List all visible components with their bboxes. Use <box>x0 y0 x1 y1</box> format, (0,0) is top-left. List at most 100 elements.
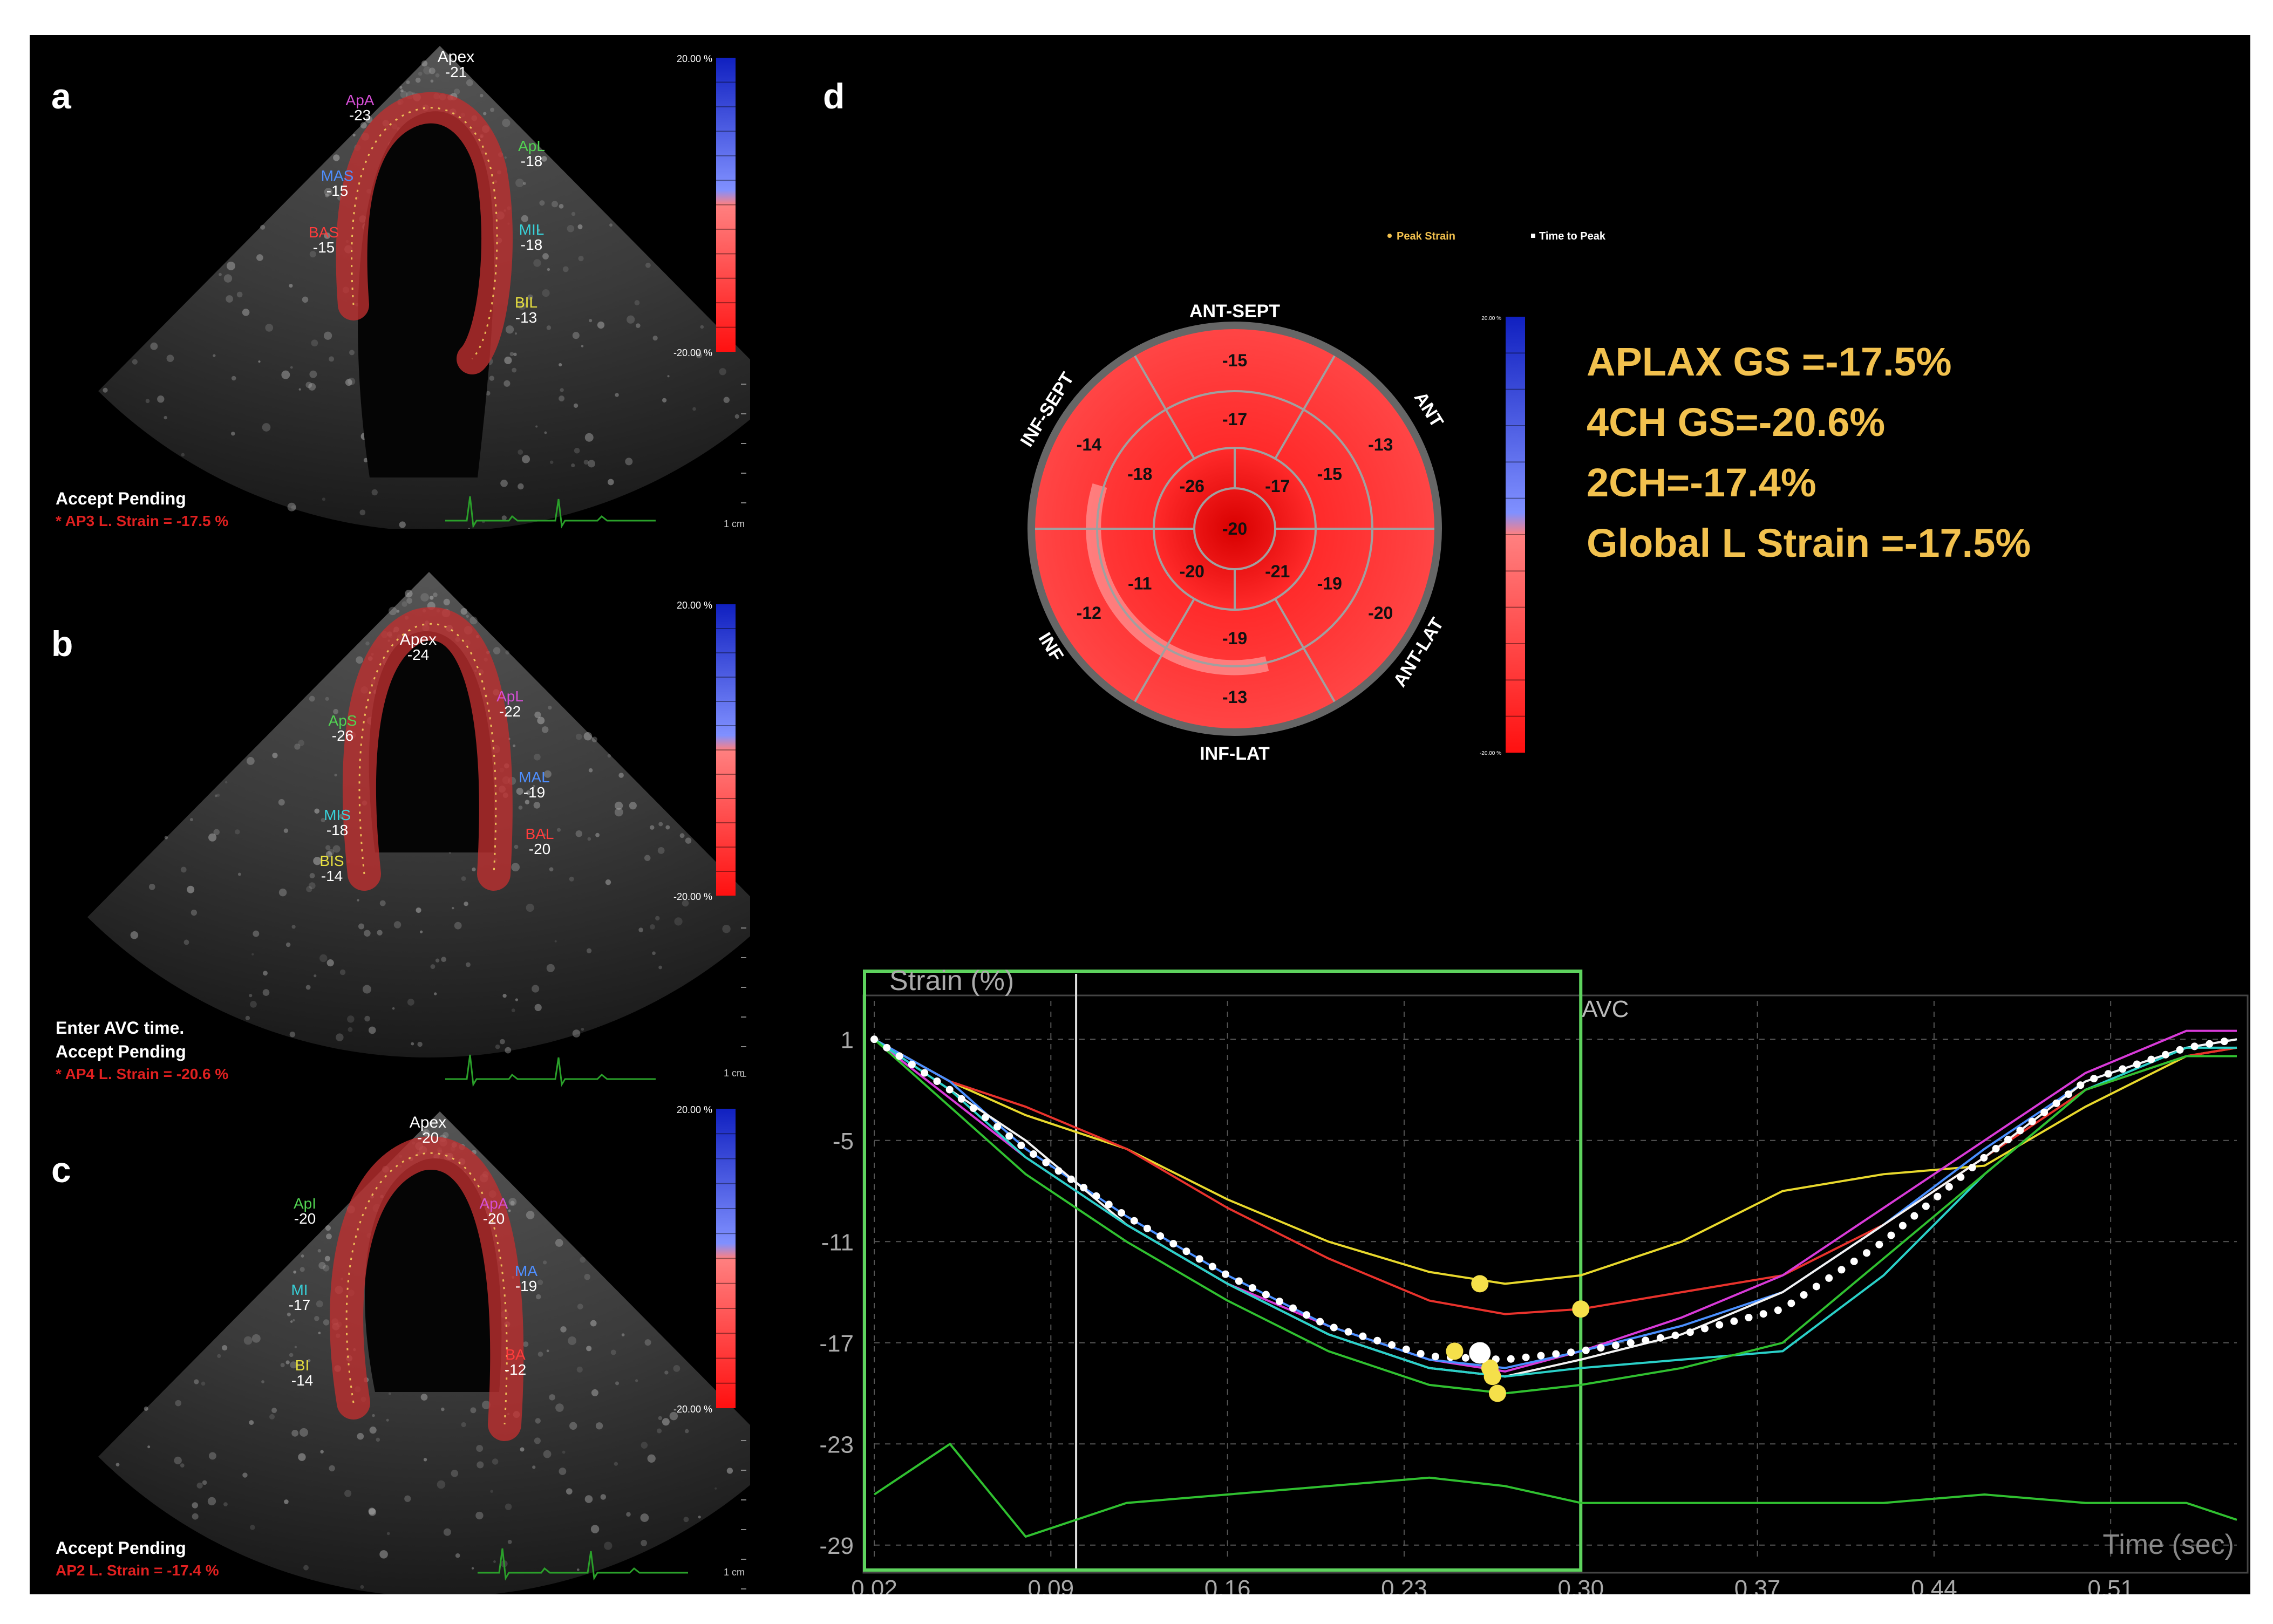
speckle <box>547 325 551 330</box>
segment-value: -19 <box>515 1278 537 1294</box>
speckle <box>431 964 435 969</box>
speckle <box>420 593 429 602</box>
speckle <box>560 1326 566 1332</box>
instruction-text: Enter AVC time. <box>56 1018 184 1038</box>
speckle <box>327 959 334 966</box>
y-tick-label: -29 <box>819 1533 854 1559</box>
speckle <box>406 598 412 604</box>
segment-name: BIS <box>319 852 344 869</box>
segment-value: -18 <box>521 153 542 169</box>
speckle <box>306 985 311 990</box>
speckle <box>502 515 507 520</box>
speckle <box>364 1016 370 1022</box>
speckle <box>477 1462 484 1469</box>
speckle <box>325 845 330 850</box>
speckle <box>662 398 666 402</box>
speckle <box>174 1457 181 1464</box>
bullseye-scale-bottom: -20.00 % <box>1480 750 1501 756</box>
speckle <box>608 479 614 486</box>
scale-bottom-label: -20.00 % <box>673 1404 712 1415</box>
segment-value: -15 <box>326 182 348 199</box>
speckle <box>605 879 611 885</box>
segment-value: -12 <box>505 1361 526 1378</box>
speckle <box>674 917 682 925</box>
speckle <box>334 774 337 776</box>
speckle <box>490 108 494 112</box>
segment-name: MAL <box>519 769 550 786</box>
mid-value: -18 <box>1127 465 1152 484</box>
speckle <box>461 876 466 881</box>
speckle <box>309 371 317 378</box>
speckle <box>588 837 591 841</box>
segment-name: ApL <box>518 138 545 154</box>
speckle <box>353 134 356 137</box>
speckle <box>300 1428 308 1437</box>
segment-name: MA <box>515 1263 537 1279</box>
basal-value: -15 <box>1222 351 1247 370</box>
strain-result-text: * AP4 L. Strain = -20.6 % <box>56 1066 228 1082</box>
speckle <box>543 1260 547 1264</box>
speckle <box>567 225 574 232</box>
speckle <box>662 1418 670 1425</box>
speckle <box>260 225 265 230</box>
speckle <box>279 889 287 896</box>
y-axis-label: Strain (%) <box>889 965 1014 997</box>
speckle <box>629 802 637 809</box>
legend-peak-marker <box>1387 234 1392 238</box>
speckle <box>165 836 168 839</box>
speckle <box>506 325 514 333</box>
speckle <box>470 1407 476 1413</box>
global-strain-4ch: 4CH GS=-20.6% <box>1587 392 2126 453</box>
speckle <box>515 332 517 335</box>
speckle <box>401 601 407 606</box>
speckle <box>574 404 578 408</box>
segment-value: -13 <box>515 309 537 326</box>
speckle <box>167 354 174 362</box>
speckle <box>584 732 593 741</box>
speckle <box>244 1336 253 1345</box>
speckle <box>444 599 450 605</box>
status-text: Accept Pending <box>56 489 186 508</box>
speckle <box>311 339 318 346</box>
mid-value: -17 <box>1222 410 1247 429</box>
speckle <box>668 375 670 377</box>
speckle <box>522 455 530 463</box>
speckle <box>325 1225 331 1231</box>
basal-value: -20 <box>1368 603 1393 623</box>
speckle <box>372 1414 375 1417</box>
speckle <box>441 957 446 962</box>
x-tick-label: 0.30 <box>1557 1575 1604 1594</box>
speckle <box>591 1389 598 1396</box>
speckle <box>318 1249 321 1252</box>
speckle <box>246 1016 250 1020</box>
speckle <box>552 201 558 207</box>
speckle <box>397 610 399 612</box>
speckle <box>222 1345 227 1350</box>
speckle <box>532 1465 535 1469</box>
speckle <box>490 1490 493 1492</box>
speckle <box>542 289 549 297</box>
speckle <box>289 284 292 288</box>
speckle <box>223 1502 228 1506</box>
scale-bottom-label: -20.00 % <box>673 891 712 902</box>
speckle <box>625 458 632 465</box>
speckle <box>585 1495 593 1503</box>
speckle <box>549 867 554 871</box>
speckle <box>290 366 293 369</box>
speckle <box>653 336 658 340</box>
speckle <box>433 592 438 597</box>
apex-value: -20 <box>417 1129 439 1146</box>
speckle <box>202 1480 207 1485</box>
speckle <box>249 1420 254 1425</box>
speckle <box>536 1294 541 1299</box>
speckle <box>407 592 409 595</box>
speckle <box>349 350 355 355</box>
speckle <box>566 1488 573 1495</box>
speckle <box>573 332 580 339</box>
speckle <box>251 953 254 956</box>
speckle <box>508 1198 516 1206</box>
speckle <box>580 1257 586 1263</box>
speckle <box>550 460 553 463</box>
speckle <box>387 1532 390 1536</box>
speckle <box>281 371 290 379</box>
